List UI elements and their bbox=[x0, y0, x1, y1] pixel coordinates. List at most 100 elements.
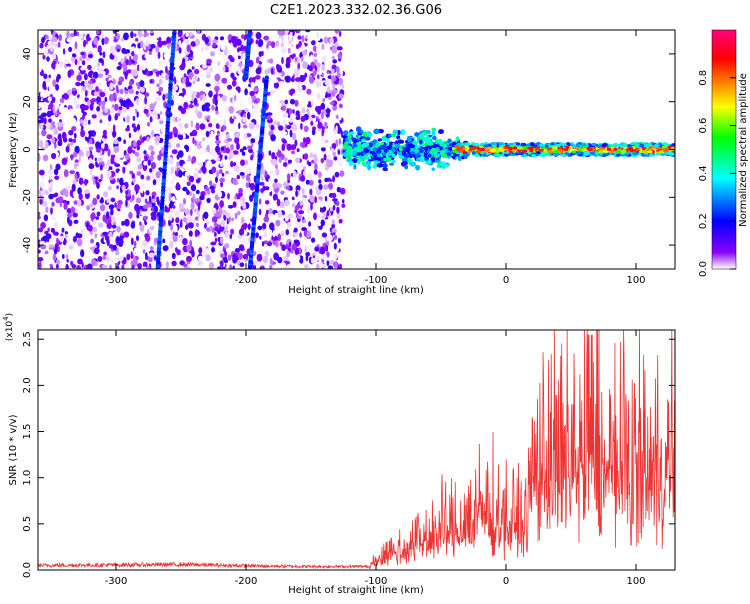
heatmap-cell bbox=[157, 51, 161, 59]
heatmap-cell bbox=[170, 166, 174, 175]
heatmap-cell bbox=[157, 200, 160, 205]
heatmap-cell bbox=[402, 146, 407, 150]
line-ytick-label: 0.0 bbox=[22, 562, 33, 578]
heatmap-cell bbox=[280, 190, 285, 195]
heatmap-cell bbox=[120, 99, 124, 107]
heatmap-cell bbox=[290, 31, 293, 36]
heatmap-cell bbox=[294, 77, 301, 82]
heatmap-cell bbox=[71, 53, 77, 58]
heatmap-cell bbox=[53, 168, 59, 176]
heatmap-cell bbox=[45, 141, 49, 149]
heatmap-cell bbox=[214, 98, 218, 106]
heatmap-cell bbox=[53, 248, 58, 255]
heatmap-cell bbox=[211, 216, 218, 223]
heatmap-cell bbox=[175, 217, 180, 224]
heatmap-cell bbox=[78, 177, 84, 185]
heatmap-cell bbox=[128, 132, 132, 139]
heatmap-cell bbox=[42, 154, 49, 162]
heatmap-cell bbox=[104, 163, 108, 170]
heatmap-cell bbox=[297, 215, 302, 219]
heatmap-cell bbox=[113, 38, 119, 43]
heatmap-cell bbox=[165, 65, 168, 74]
heatmap-cell bbox=[184, 153, 189, 161]
heatmap-cell bbox=[440, 152, 447, 159]
heatmap-cell bbox=[195, 222, 199, 228]
heatmap-cell bbox=[62, 48, 66, 55]
heatmap-cell bbox=[214, 212, 221, 218]
heatmap-cell bbox=[64, 189, 69, 198]
heatmap-cell bbox=[131, 229, 138, 235]
heatmap-cell bbox=[275, 240, 279, 248]
heatmap-cell bbox=[551, 146, 558, 150]
heatmap-cell bbox=[480, 142, 485, 146]
heatmap-cell bbox=[262, 222, 267, 230]
heatmap-cell bbox=[204, 37, 209, 44]
heatmap-cell bbox=[69, 170, 75, 175]
heatmap-cell bbox=[240, 216, 245, 225]
heatmap-cell bbox=[68, 129, 74, 136]
heatmap-cell bbox=[260, 168, 266, 175]
heatmap-cell bbox=[338, 263, 343, 269]
heatmap-cell bbox=[133, 85, 137, 91]
heatmap-cell bbox=[117, 80, 123, 86]
heatmap-cell bbox=[185, 171, 190, 177]
heatmap-cell bbox=[281, 56, 284, 65]
heatmap-cell bbox=[66, 208, 72, 214]
heatmap-cell bbox=[142, 204, 149, 210]
heatmap-cell bbox=[319, 80, 322, 88]
heatmap-cell bbox=[58, 209, 62, 215]
heatmap-cell bbox=[243, 132, 248, 140]
heatmap-cell bbox=[78, 193, 83, 200]
heatmap-cell bbox=[38, 249, 41, 254]
heatmap-cell bbox=[317, 122, 323, 129]
heatmap-cell bbox=[252, 110, 256, 115]
heatmap-cell bbox=[248, 121, 255, 130]
heatmap-cell bbox=[630, 142, 635, 146]
heatmap-cell bbox=[367, 164, 372, 171]
heatmap-cell bbox=[190, 184, 197, 192]
heatmap-cell bbox=[341, 84, 345, 89]
heatmap-cell bbox=[72, 235, 77, 243]
heatmap-cell bbox=[296, 148, 300, 153]
heatmap-cell bbox=[228, 55, 233, 60]
heatmap-cell bbox=[292, 109, 295, 114]
heatmap-cell bbox=[205, 220, 210, 225]
heatmap-cell bbox=[100, 197, 104, 203]
heatmap-cell bbox=[125, 198, 128, 207]
heatmap-cell bbox=[409, 151, 415, 155]
heatmap-cell bbox=[271, 158, 278, 166]
heatmap-cell bbox=[76, 238, 83, 247]
heatmap-ytick-label: 40 bbox=[22, 48, 33, 61]
heatmap-cell bbox=[42, 103, 49, 111]
heatmap-cell bbox=[170, 223, 174, 231]
heatmap-cell bbox=[127, 61, 132, 66]
heatmap-cell bbox=[361, 162, 366, 166]
heatmap-cell bbox=[268, 208, 273, 215]
heatmap-cell bbox=[275, 132, 280, 138]
heatmap-cell bbox=[211, 247, 215, 253]
heatmap-cell bbox=[150, 162, 156, 170]
heatmap-cell bbox=[40, 212, 43, 218]
heatmap-cell bbox=[162, 245, 169, 252]
heatmap-cell bbox=[447, 152, 451, 156]
heatmap-cell bbox=[262, 255, 268, 264]
line-ytick-label: 0.5 bbox=[22, 516, 33, 532]
heatmap-cell bbox=[214, 232, 217, 237]
heatmap-cell bbox=[168, 142, 172, 149]
heatmap-cell bbox=[176, 143, 181, 148]
heatmap-cell bbox=[218, 206, 223, 215]
heatmap-cell bbox=[219, 162, 224, 167]
heatmap-cell bbox=[257, 247, 263, 254]
heatmap-cell bbox=[99, 204, 106, 212]
heatmap-cell bbox=[359, 155, 364, 159]
line-ylabel: SNR (10 * v/v) bbox=[8, 414, 19, 485]
heatmap-cell bbox=[46, 56, 50, 62]
heatmap-cell bbox=[150, 150, 155, 156]
heatmap-cell bbox=[234, 212, 238, 220]
heatmap-cell bbox=[468, 144, 474, 148]
heatmap-cell bbox=[220, 44, 226, 51]
heatmap-cell bbox=[245, 182, 250, 189]
heatmap-cell bbox=[296, 30, 301, 34]
heatmap-cell bbox=[50, 41, 55, 46]
heatmap-cell bbox=[215, 87, 219, 96]
